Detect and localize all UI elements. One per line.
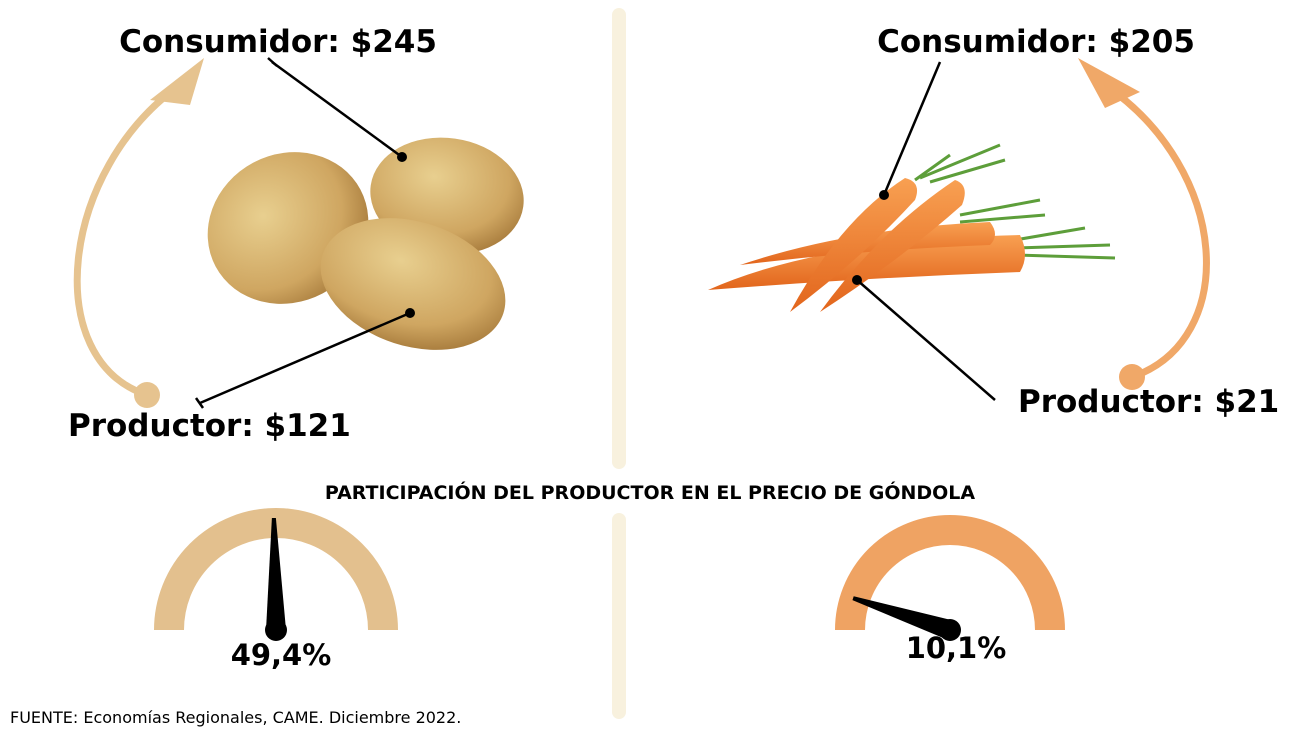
potato-image — [207, 137, 524, 350]
carrot-image — [708, 143, 1116, 312]
gauge-value: 49,4% — [231, 638, 332, 672]
consumer-price: Consumidor: $245 — [119, 24, 437, 60]
gauge-title: PARTICIPACIÓN DEL PRODUCTOR EN EL PRECIO… — [325, 480, 976, 504]
leader-lines — [194, 57, 996, 409]
gauges: 49,4% 10,1% — [154, 508, 1065, 672]
source: FUENTE: Economías Regionales, CAME. Dici… — [10, 708, 461, 727]
leader-dots — [397, 152, 889, 318]
producer-price: Productor: $21 — [1018, 384, 1279, 420]
gauge-value: 10,1% — [906, 631, 1007, 665]
gauge-dial — [835, 515, 1065, 631]
arrow — [73, 58, 204, 408]
gauge-needle — [266, 517, 286, 631]
arrow — [1078, 58, 1210, 390]
gauge-hub — [939, 619, 961, 641]
producer-price: Productor: $121 — [68, 408, 351, 444]
gauge-hub — [265, 619, 287, 641]
gauge-needle — [852, 596, 954, 640]
consumer-price: Consumidor: $205 — [877, 24, 1195, 60]
